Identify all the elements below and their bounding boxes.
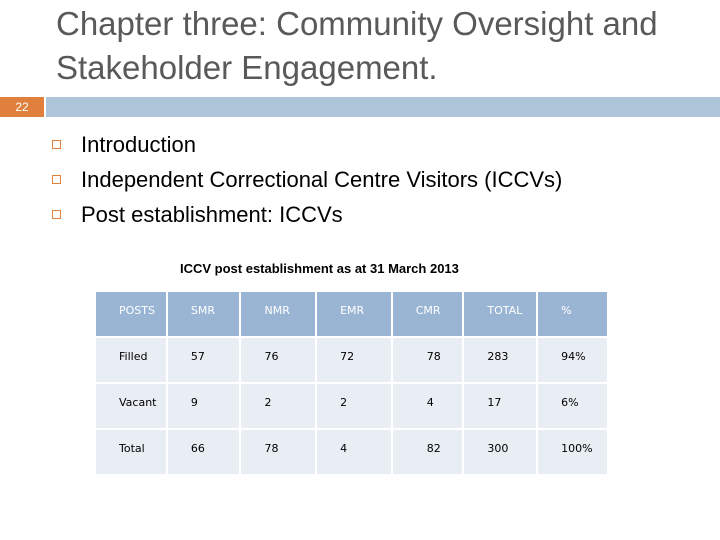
bullet-text: Introduction bbox=[81, 132, 196, 157]
table-cell: 82 bbox=[390, 428, 465, 476]
header-posts: POSTS bbox=[94, 290, 168, 338]
slide-header-bar: 22 bbox=[0, 97, 720, 117]
table-cell: 6% bbox=[536, 382, 609, 430]
header-percent: % bbox=[536, 290, 609, 338]
table-cell: 4 bbox=[315, 428, 393, 476]
bullet-text: Independent Correctional Centre Visitors… bbox=[81, 167, 563, 192]
slide-number: 22 bbox=[0, 97, 44, 117]
post-establishment-table: POSTS SMR NMR EMR CMR TOTAL % Filled 57 … bbox=[94, 290, 609, 476]
table-cell: Filled bbox=[94, 336, 168, 384]
table-cell: 94% bbox=[536, 336, 609, 384]
table-cell: 57 bbox=[165, 336, 242, 384]
header-nmr: NMR bbox=[239, 290, 318, 338]
table-cell: 2 bbox=[239, 382, 318, 430]
bullet-text: Post establishment: ICCVs bbox=[81, 202, 343, 227]
table-row: Total 66 78 4 82 300 100% bbox=[94, 428, 609, 476]
table-cell: 4 bbox=[390, 382, 465, 430]
square-bullet-icon bbox=[52, 175, 61, 184]
table-cell: 9 bbox=[165, 382, 242, 430]
table-cell: 17 bbox=[462, 382, 539, 430]
table-caption: ICCV post establishment as at 31 March 2… bbox=[180, 261, 459, 276]
table-cell: 66 bbox=[165, 428, 242, 476]
header-smr: SMR bbox=[165, 290, 242, 338]
table-cell: Total bbox=[94, 428, 168, 476]
header-emr: EMR bbox=[315, 290, 393, 338]
table-cell: Vacant bbox=[94, 382, 168, 430]
table-cell: 2 bbox=[315, 382, 393, 430]
table-cell: 300 bbox=[462, 428, 539, 476]
header-total: TOTAL bbox=[462, 290, 539, 338]
table-cell: 100% bbox=[536, 428, 609, 476]
table-cell: 78 bbox=[239, 428, 318, 476]
table-cell: 76 bbox=[239, 336, 318, 384]
header-cmr: CMR bbox=[390, 290, 465, 338]
slide-title: Chapter three: Community Oversight and S… bbox=[56, 5, 658, 86]
table-header-row: POSTS SMR NMR EMR CMR TOTAL % bbox=[94, 290, 609, 338]
table-cell: 78 bbox=[390, 336, 465, 384]
table-row: Vacant 9 2 2 4 17 6% bbox=[94, 382, 609, 430]
header-rule bbox=[46, 97, 720, 117]
table-row: Filled 57 76 72 78 283 94% bbox=[94, 336, 609, 384]
square-bullet-icon bbox=[52, 210, 61, 219]
square-bullet-icon bbox=[52, 140, 61, 149]
table-cell: 283 bbox=[462, 336, 539, 384]
table-cell: 72 bbox=[315, 336, 393, 384]
